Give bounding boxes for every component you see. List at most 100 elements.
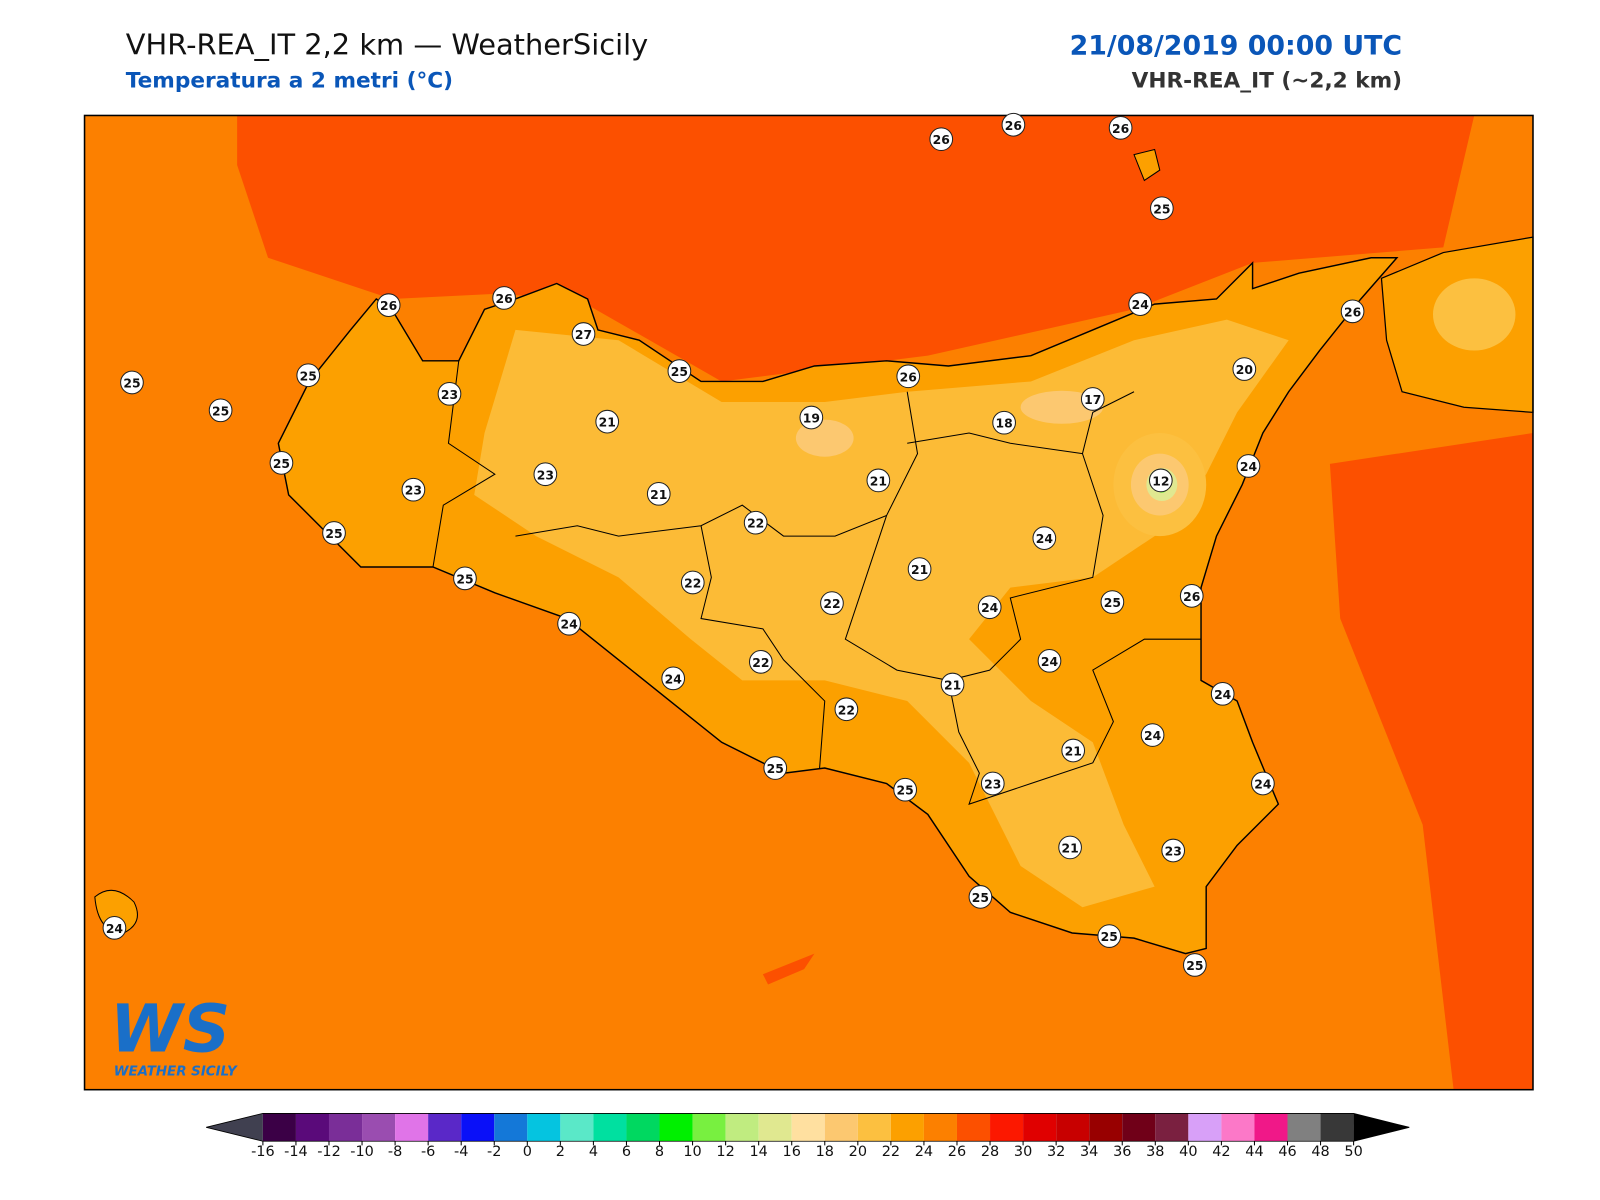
colorbar-tick-label: 18 [816,1144,834,1160]
station-value: 23 [1165,845,1182,859]
station-value: 26 [1005,119,1022,133]
station-marker [1128,292,1153,316]
colorbar-tick-label: 34 [1080,1144,1098,1160]
station-value: 22 [823,597,840,611]
colorbar-tick-label: 46 [1278,1144,1296,1160]
station-value: 21 [1065,745,1082,759]
station-marker [557,611,581,636]
station-marker [453,566,477,591]
colorbar-tick-label: 10 [683,1144,701,1160]
station-marker [1061,738,1086,763]
colorbar-bin [428,1113,462,1142]
colorbar: -16 -14 -12 -10 -8 -6 -4 -2 0 2 4 6 8 10 12 14 16 18 20 22 2… [206,1112,1410,1160]
station-value: 24 [106,922,124,936]
station-value: 25 [1153,202,1170,216]
station-marker [1251,771,1275,796]
colorbar-bin [1188,1113,1222,1142]
colorbar-tick-label: 16 [783,1144,801,1160]
station-marker [1236,454,1261,478]
station-marker [1140,723,1165,747]
station-value: 26 [496,292,513,306]
colorbar-tick-label: 26 [948,1144,966,1160]
colorbar-tick-label: 14 [749,1144,767,1160]
colorbar-tick-label: -10 [350,1144,374,1160]
station-value: 23 [537,468,554,482]
colorbar-tick-label: 0 [523,1144,532,1160]
station-marker [208,398,233,423]
station-marker [980,771,1005,796]
colorbar-tick-label: 30 [1014,1144,1032,1160]
station-value: 23 [984,778,1001,792]
station-marker [437,381,462,406]
station-marker [748,650,773,674]
colorbar-tick-label: 20 [849,1144,867,1160]
colorbar-bin [395,1113,429,1142]
station-marker [571,322,596,346]
station-value: 25 [972,891,989,905]
station-marker [1037,648,1062,673]
station-value: 24 [1144,729,1162,743]
station-marker [296,363,321,388]
colorbar-tick-label: -2 [487,1144,501,1160]
colorbar-tick-label: 48 [1311,1144,1329,1160]
colorbar-tick-label: -16 [251,1144,275,1160]
station-marker [322,521,346,545]
station-marker [1080,387,1105,411]
border [700,525,826,769]
station-value: 20 [1236,363,1254,377]
station-value: 24 [1041,655,1059,669]
colorbar-tick-label: 4 [589,1144,598,1160]
station-marker [1161,838,1186,863]
station-value: 26 [933,133,950,147]
colorbar-tick-label: 38 [1146,1144,1164,1160]
colorbar-bin [1122,1113,1156,1142]
station-value: 24 [665,672,683,686]
colorbar-bin [295,1113,329,1142]
station-marker [595,409,620,434]
station-marker [1108,115,1133,140]
station-value: 12 [1152,474,1169,488]
station-marker [929,127,954,152]
colorbar-bin [362,1113,396,1142]
colorbar-bin [1089,1113,1123,1142]
station-value: 25 [273,457,290,471]
station-value: 26 [1183,590,1200,604]
station-value: 23 [405,484,422,498]
colorbar-tick-label: 8 [655,1144,664,1160]
colorbar-tick-label: 2 [556,1144,565,1160]
colorbar-tick-label: 22 [882,1144,900,1160]
border [432,360,496,568]
map-frame [83,114,1534,1091]
model-label: VHR-REA_IT (~2,2 km) [1132,69,1402,94]
station-marker [1182,953,1207,977]
station-marker [896,364,921,389]
station-marker [1210,681,1235,706]
datetime: 21/08/2019 00:00 UTC [1070,31,1402,62]
station-value: 21 [599,416,616,430]
colorbar-bin [1155,1113,1189,1142]
station-marker [1058,835,1082,860]
station-value: 23 [441,388,458,402]
colorbar-bin [262,1113,296,1142]
colorbar-bin [1056,1113,1090,1142]
station-value: 24 [981,601,999,615]
colorbar-bin [461,1113,495,1142]
ionian-sea [1329,432,1533,1090]
colorbar-tick-label: -8 [388,1144,402,1160]
station-value: 25 [1101,930,1118,944]
border [907,432,1083,455]
station-value: 25 [671,365,688,379]
colorbar-tick-label: 44 [1245,1144,1263,1160]
title: VHR-REA_IT 2,2 km — WeatherSicily [126,28,648,62]
colorbar-under [206,1113,263,1142]
station-marker [799,405,824,430]
station-value: 22 [747,517,764,531]
station-value: 26 [1112,122,1129,136]
province-borders [432,360,1202,805]
station-value: 24 [1254,778,1272,792]
station-value: 25 [1186,959,1203,973]
station-marker [533,462,558,487]
station-marker [763,756,788,780]
colorbar-bin [758,1113,792,1142]
station-marker [820,591,844,615]
